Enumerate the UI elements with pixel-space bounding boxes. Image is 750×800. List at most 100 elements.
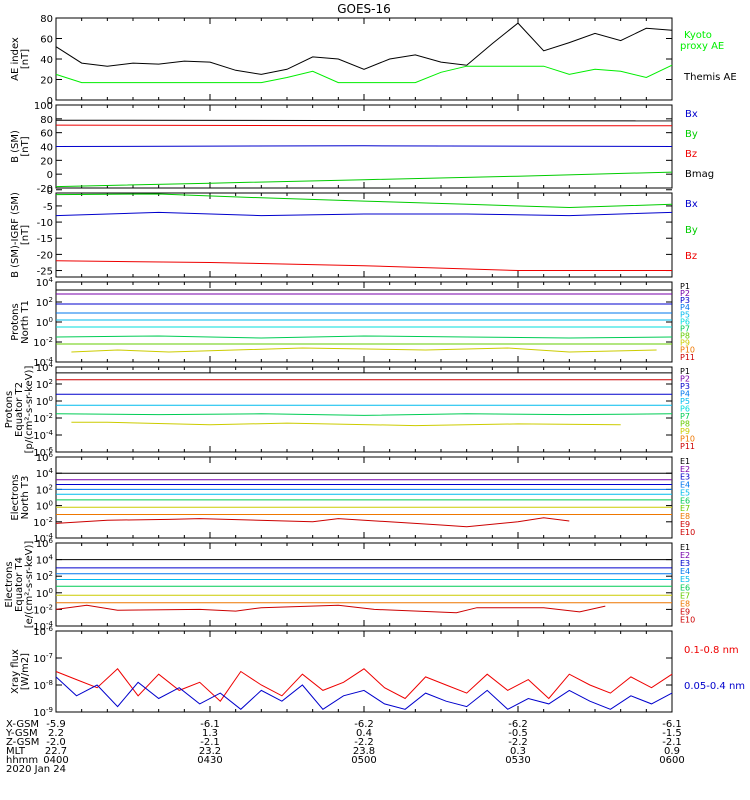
orbit-value: 0600 <box>659 755 684 766</box>
legend-item: By <box>685 129 698 140</box>
legend-item: P1 <box>680 282 690 291</box>
orbit-value: 0530 <box>505 755 530 766</box>
legend-item: P11 <box>680 353 695 362</box>
legend-item: 0.1-0.8 nm <box>684 645 739 656</box>
y-tick-label: 10-2 <box>33 336 53 349</box>
series-p7 <box>55 335 673 339</box>
orbit-value: -2.1 <box>200 737 220 748</box>
series-bx <box>55 145 673 147</box>
legend-item: P6 <box>680 405 690 414</box>
legend-item: P7 <box>680 412 690 421</box>
y-tick-label: 10-4 <box>33 620 53 633</box>
y-tick-label: 10-2 <box>33 412 53 425</box>
orbit-value: 1.3 <box>202 728 218 739</box>
y-axis-label: North T1 <box>20 300 31 344</box>
series-p9 <box>71 347 657 353</box>
orbit-value: 0.3 <box>510 746 526 757</box>
y-tick-label: 10-2 <box>33 603 53 616</box>
legend-item: P3 <box>680 296 690 305</box>
legend-item: E3 <box>680 473 690 482</box>
orbit-value: 23.2 <box>199 746 221 757</box>
y-tick-label: 10-7 <box>33 652 53 665</box>
legend-item: P9 <box>680 427 690 436</box>
y-tick-label: 40 <box>40 55 53 66</box>
panel-bigrf: -25 -20 -15 -10 -5 0 B (SM)-IGRF (SM) [nT] Bx By B… <box>10 186 698 278</box>
series-e8 <box>55 604 606 614</box>
y-axis-label: [p/(cm²-s-sr-keV)] <box>24 366 35 454</box>
y-tick-label: 106 <box>36 451 54 464</box>
y-axis-label: [W/m2] <box>20 653 31 690</box>
y-axis-label: Protons <box>10 303 21 340</box>
panel-frame <box>55 17 673 101</box>
series-themis-ae <box>55 22 673 75</box>
panel-frame <box>55 542 673 627</box>
y-axis-label: Electrons <box>4 561 15 607</box>
y-tick-label: 0 <box>47 186 53 197</box>
y-axis-label: [nT] <box>20 136 31 156</box>
y-axis-label: North T3 <box>20 476 31 520</box>
legend-item: 0.05-0.4 nm <box>684 681 745 692</box>
legend-item: E4 <box>680 481 690 490</box>
y-tick-label: 102 <box>36 378 53 391</box>
legend-item: E1 <box>680 543 690 552</box>
panel-elec_e: 10-4 10-2 100 102 104 106 Electrons Equator T4[… <box>4 537 695 633</box>
y-tick-label: 80 <box>40 115 53 126</box>
orbit-value: 0.4 <box>356 728 372 739</box>
orbit-label: Y-GSM <box>5 728 38 739</box>
y-tick-label: 20 <box>40 156 53 167</box>
legend-item: P4 <box>680 390 690 399</box>
orbit-value: -6.2 <box>354 719 374 730</box>
orbit-value: -6.1 <box>200 719 220 730</box>
legend-item: Bmag <box>685 169 714 180</box>
y-tick-label: 102 <box>36 483 53 496</box>
orbit-value: 2.2 <box>48 728 64 739</box>
orbit-value: -6.1 <box>662 719 682 730</box>
legend-item: E8 <box>680 512 690 521</box>
y-tick-label: 20 <box>40 76 53 87</box>
orbit-value: -1.5 <box>662 728 682 739</box>
y-tick-label: 104 <box>36 554 54 567</box>
orbit-label: Z-GSM <box>6 737 39 748</box>
y-tick-label: 106 <box>36 537 54 550</box>
y-tick-label: 10-4 <box>33 356 53 369</box>
panel-prot_n: 10-4 10-2 100 102 104 Protons North T1 P1P2P3P4… <box>10 276 695 369</box>
panel-frame <box>55 630 673 713</box>
orbit-label: hhmm <box>6 755 38 766</box>
panel-xray: 10-9 10-8 10-7 10-6 Xray flux [W/m2] 0.1-0.8 n… <box>10 625 745 719</box>
y-tick-label: 100 <box>36 316 53 329</box>
y-tick-label: 60 <box>40 35 53 46</box>
y-tick-label: 10-2 <box>33 516 53 529</box>
y-tick-label: 100 <box>36 395 53 408</box>
orbit-value: 0500 <box>351 755 376 766</box>
y-axis-label: Electrons <box>10 474 21 520</box>
y-tick-label: 104 <box>36 276 54 289</box>
legend-item: E5 <box>680 488 690 497</box>
orbit-label: 2020 Jan 24 <box>6 764 66 775</box>
y-tick-label: -25 <box>37 267 53 278</box>
legend-item: P8 <box>680 420 690 429</box>
legend-item: P1 <box>680 367 690 376</box>
y-tick-label: 10-4 <box>33 429 53 442</box>
orbit-label: MLT <box>6 746 26 757</box>
series-p5 <box>55 413 673 416</box>
orbit-value: 0.9 <box>664 746 680 757</box>
y-tick-label: 10-6 <box>33 446 53 459</box>
legend-item: E6 <box>680 583 690 592</box>
y-tick-label: 80 <box>40 14 53 25</box>
series-bx <box>55 211 673 217</box>
y-tick-label: 104 <box>36 361 54 374</box>
y-tick-label: 104 <box>36 467 54 480</box>
y-tick-label: -20 <box>37 250 53 261</box>
legend-item: By <box>685 225 698 236</box>
legend-item: P8 <box>680 332 690 341</box>
legend-item: E3 <box>680 559 690 568</box>
y-tick-label: 10-9 <box>33 706 53 719</box>
legend-item: P5 <box>680 397 690 406</box>
series-e9 <box>55 517 570 528</box>
legend-item: P9 <box>680 339 690 348</box>
legend-item: Themis AE <box>683 72 737 83</box>
series-kyoto-proxy-ae <box>55 64 673 84</box>
legend-item: E7 <box>680 591 690 600</box>
